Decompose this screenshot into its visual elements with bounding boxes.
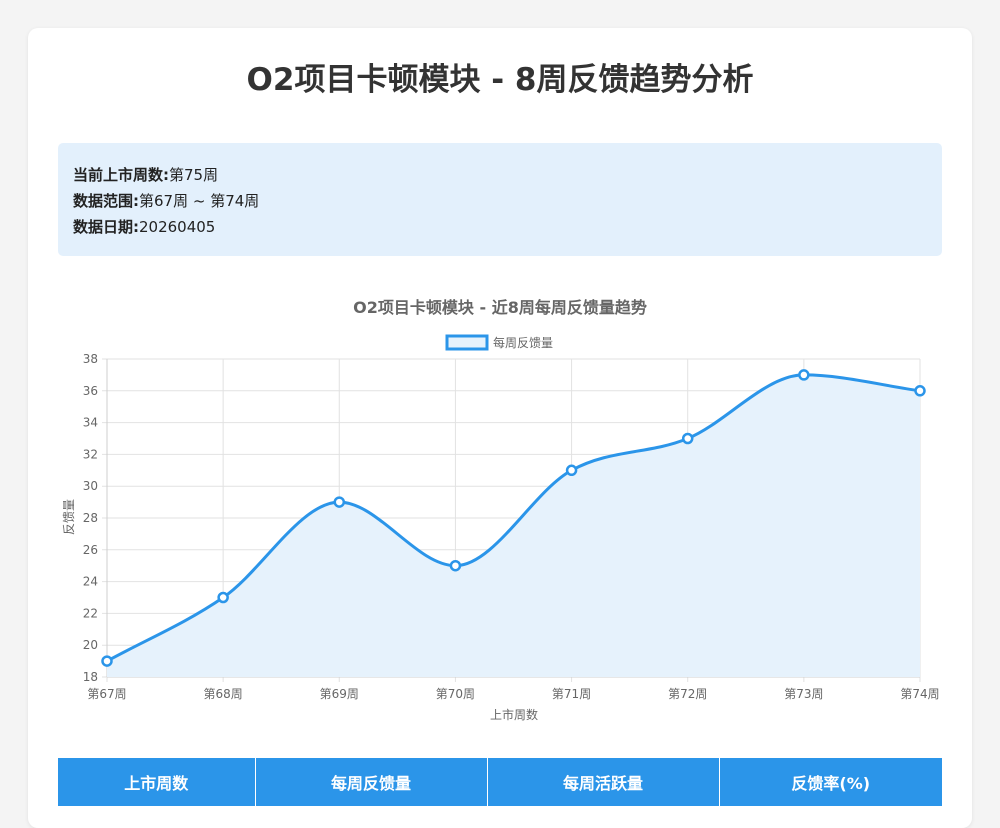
x-tick-label: 第72周 [668, 687, 707, 701]
info-key: 数据范围: [73, 192, 139, 210]
y-axis-label: 反馈量 [62, 499, 76, 535]
x-tick-label: 第67周 [87, 687, 126, 701]
data-point-第73周[interactable] [798, 369, 810, 381]
data-table-container: 上市周数 每周反馈量 每周活跃量 反馈率(%) [58, 758, 942, 818]
series-points [101, 369, 926, 667]
column-header-active[interactable]: 每周活跃量 [487, 758, 720, 806]
series-area [107, 374, 920, 677]
info-row-data-date: 数据日期:20260405 [73, 214, 927, 240]
chart-container: O2项目卡顿模块 - 近8周每周反馈量趋势 每周反馈量 18 20 22 24 26 28… [58, 285, 942, 735]
y-tick-label: 20 [83, 638, 98, 652]
info-value: 第75周 [169, 166, 219, 184]
y-tick-label: 26 [83, 543, 98, 557]
page-title: O2项目卡顿模块 - 8周反馈趋势分析 [246, 62, 754, 98]
column-header-feedback[interactable]: 每周反馈量 [255, 758, 488, 806]
y-tick-label: 34 [83, 416, 98, 430]
data-point-第72周[interactable] [681, 432, 694, 445]
y-tick-label: 30 [83, 479, 98, 493]
data-point-第74周[interactable] [914, 385, 926, 397]
y-tick-label: 38 [83, 352, 98, 366]
info-value: 20260405 [139, 218, 216, 236]
x-tick-label: 第71周 [552, 687, 591, 701]
x-tick-label: 第74周 [900, 687, 939, 701]
data-point-第67周[interactable] [101, 655, 113, 667]
data-point-第68周[interactable] [217, 591, 229, 604]
info-row-current-week: 当前上市周数:第75周 [73, 162, 927, 188]
chart-title: O2项目卡顿模块 - 近8周每周反馈量趋势 [353, 298, 647, 317]
y-tick-label: 32 [83, 447, 98, 461]
table-header-row: 上市周数 每周反馈量 每周活跃量 反馈率(%) [58, 758, 942, 806]
info-key: 当前上市周数: [73, 166, 169, 184]
column-header-rate[interactable]: 反馈率(%) [719, 758, 942, 806]
y-axis-ticks: 18 20 22 24 26 28 30 32 34 36 38 [83, 352, 98, 684]
x-tick-label: 第70周 [436, 687, 475, 701]
y-tick-label: 24 [83, 575, 98, 589]
info-row-data-range: 数据范围:第67周 ~ 第74周 [73, 188, 927, 214]
legend-label: 每周反馈量 [493, 335, 553, 350]
info-key: 数据日期: [73, 218, 139, 236]
data-point-第70周[interactable] [449, 559, 462, 572]
x-tick-label: 第73周 [784, 687, 823, 701]
y-tick-label: 36 [83, 384, 98, 398]
legend-swatch [445, 334, 489, 351]
info-panel: 当前上市周数:第75周 数据范围:第67周 ~ 第74周 数据日期:202604… [58, 143, 942, 256]
x-axis-label: 上市周数 [490, 707, 538, 722]
data-point-第69周[interactable] [333, 496, 346, 508]
data-table: 上市周数 每周反馈量 每周活跃量 反馈率(%) [58, 758, 942, 806]
info-value: 第67周 ~ 第74周 [139, 192, 260, 210]
chart-legend[interactable]: 每周反馈量 [445, 334, 553, 351]
y-tick-label: 22 [83, 606, 98, 620]
data-point-第71周[interactable] [565, 464, 578, 477]
trend-chart: O2项目卡顿模块 - 近8周每周反馈量趋势 每周反馈量 18 20 22 24 26 28… [62, 298, 940, 722]
column-header-week[interactable]: 上市周数 [58, 758, 256, 806]
y-tick-label: 18 [83, 670, 98, 684]
x-tick-label: 第69周 [320, 687, 359, 701]
y-tick-label: 28 [83, 511, 98, 525]
x-axis-ticks: 第67周 第68周 第69周 第70周 第71周 第72周 第73周 第74周 [87, 687, 939, 701]
x-tick-label: 第68周 [204, 687, 243, 701]
series-line [106, 373, 921, 663]
